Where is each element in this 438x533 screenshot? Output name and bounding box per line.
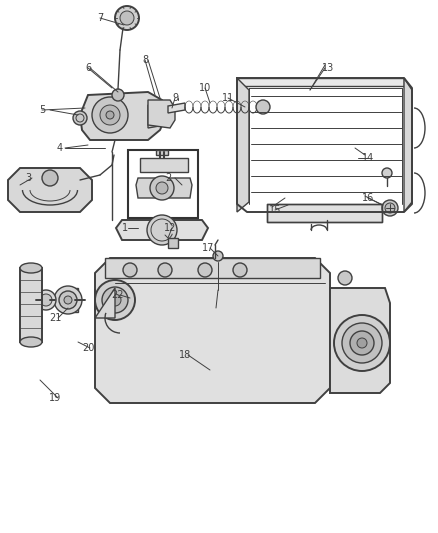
Polygon shape (404, 78, 412, 212)
Circle shape (357, 338, 367, 348)
Circle shape (147, 215, 177, 245)
Text: 17: 17 (202, 243, 214, 253)
Circle shape (350, 331, 374, 355)
Polygon shape (105, 258, 320, 278)
Circle shape (158, 263, 172, 277)
Polygon shape (140, 158, 188, 172)
Circle shape (112, 89, 124, 101)
Circle shape (36, 290, 56, 310)
Circle shape (109, 294, 121, 306)
Ellipse shape (20, 337, 42, 347)
Text: 21: 21 (49, 313, 61, 323)
Polygon shape (267, 204, 382, 222)
Polygon shape (136, 178, 192, 198)
Text: 20: 20 (82, 343, 94, 353)
Circle shape (92, 97, 128, 133)
Circle shape (120, 11, 134, 25)
Polygon shape (330, 288, 390, 393)
Polygon shape (95, 258, 330, 403)
Circle shape (42, 170, 58, 186)
Circle shape (95, 280, 135, 320)
Circle shape (233, 263, 247, 277)
Polygon shape (168, 238, 178, 248)
Polygon shape (20, 268, 42, 342)
Text: 7: 7 (97, 13, 103, 23)
Circle shape (256, 100, 270, 114)
Text: 9: 9 (172, 93, 178, 103)
Circle shape (382, 200, 398, 216)
Text: 22: 22 (112, 290, 124, 300)
Circle shape (334, 315, 390, 371)
Circle shape (106, 111, 114, 119)
Circle shape (213, 251, 223, 261)
Polygon shape (8, 168, 92, 212)
Polygon shape (80, 92, 168, 140)
Polygon shape (148, 100, 175, 128)
Circle shape (156, 182, 168, 194)
Circle shape (59, 291, 77, 309)
Text: 4: 4 (57, 143, 63, 153)
Text: 11: 11 (222, 93, 234, 103)
Circle shape (73, 111, 87, 125)
Text: 15: 15 (269, 205, 281, 215)
Circle shape (115, 6, 139, 30)
Circle shape (64, 296, 72, 304)
Text: 19: 19 (49, 393, 61, 403)
Polygon shape (70, 288, 78, 312)
Text: 2: 2 (165, 173, 171, 183)
Text: 12: 12 (164, 223, 176, 233)
Text: 1: 1 (122, 223, 128, 233)
Text: 8: 8 (142, 55, 148, 65)
Text: 6: 6 (85, 63, 91, 73)
Polygon shape (237, 78, 249, 212)
Circle shape (100, 105, 120, 125)
Circle shape (338, 271, 352, 285)
Text: 13: 13 (322, 63, 334, 73)
Polygon shape (116, 220, 208, 240)
Text: 3: 3 (25, 173, 31, 183)
Text: 18: 18 (179, 350, 191, 360)
Circle shape (123, 263, 137, 277)
Polygon shape (95, 288, 115, 318)
Text: 5: 5 (39, 105, 45, 115)
Ellipse shape (20, 263, 42, 273)
Circle shape (40, 294, 52, 306)
Circle shape (198, 263, 212, 277)
Circle shape (102, 287, 128, 313)
Bar (128, 150, 198, 218)
Circle shape (342, 323, 382, 363)
Text: 10: 10 (199, 83, 211, 93)
Polygon shape (168, 103, 185, 113)
Circle shape (385, 203, 395, 213)
Polygon shape (237, 78, 404, 86)
Text: 16: 16 (362, 193, 374, 203)
Circle shape (150, 176, 174, 200)
Circle shape (54, 286, 82, 314)
Circle shape (382, 168, 392, 178)
Text: 14: 14 (362, 153, 374, 163)
Polygon shape (148, 105, 165, 128)
Polygon shape (156, 150, 168, 155)
